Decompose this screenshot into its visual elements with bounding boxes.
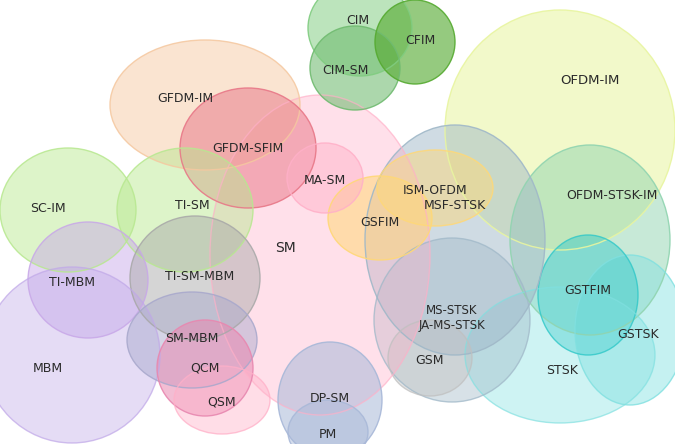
Text: SC-IM: SC-IM [30, 202, 65, 214]
Text: MS-STSK
JA-MS-STSK: MS-STSK JA-MS-STSK [418, 304, 485, 332]
Ellipse shape [288, 400, 368, 444]
Ellipse shape [0, 148, 136, 272]
Text: MSF-STSK: MSF-STSK [424, 198, 486, 211]
Text: GSTSK: GSTSK [617, 329, 659, 341]
Ellipse shape [365, 125, 545, 355]
Ellipse shape [117, 148, 253, 272]
Ellipse shape [308, 0, 412, 76]
Ellipse shape [287, 143, 363, 213]
Text: CIM-SM: CIM-SM [322, 63, 368, 76]
Ellipse shape [465, 287, 655, 423]
Text: PM: PM [319, 428, 337, 440]
Text: OFDM-STSK-IM: OFDM-STSK-IM [566, 189, 657, 202]
Ellipse shape [127, 292, 257, 388]
Text: OFDM-IM: OFDM-IM [560, 74, 620, 87]
Text: GFDM-SFIM: GFDM-SFIM [213, 142, 284, 155]
Ellipse shape [328, 176, 432, 260]
Text: STSK: STSK [546, 364, 578, 377]
Text: SM: SM [275, 241, 296, 255]
Text: ISM-OFDM: ISM-OFDM [403, 183, 467, 197]
Ellipse shape [374, 238, 530, 402]
Text: QSM: QSM [208, 396, 236, 408]
Ellipse shape [130, 216, 260, 340]
Text: GSTFIM: GSTFIM [564, 284, 612, 297]
Ellipse shape [377, 150, 493, 226]
Text: GFDM-IM: GFDM-IM [157, 91, 213, 104]
Ellipse shape [538, 235, 638, 355]
Text: GSM: GSM [416, 353, 444, 366]
Ellipse shape [510, 145, 670, 335]
Ellipse shape [28, 222, 148, 338]
Text: MBM: MBM [33, 361, 63, 374]
Text: GSFIM: GSFIM [360, 215, 400, 229]
Text: SM-MBM: SM-MBM [165, 332, 219, 345]
Ellipse shape [388, 320, 472, 396]
Ellipse shape [278, 342, 382, 444]
Ellipse shape [210, 95, 430, 415]
Ellipse shape [0, 267, 160, 443]
Text: CIM: CIM [346, 13, 370, 27]
Text: CFIM: CFIM [405, 33, 435, 47]
Ellipse shape [174, 366, 270, 434]
Text: TI-MBM: TI-MBM [49, 275, 95, 289]
Text: TI-SM: TI-SM [175, 198, 209, 211]
Text: MA-SM: MA-SM [304, 174, 346, 186]
Ellipse shape [157, 320, 253, 416]
Ellipse shape [110, 40, 300, 170]
Ellipse shape [180, 88, 316, 208]
Ellipse shape [445, 10, 675, 250]
Text: DP-SM: DP-SM [310, 392, 350, 404]
Ellipse shape [375, 0, 455, 84]
Ellipse shape [575, 255, 675, 405]
Ellipse shape [310, 26, 400, 110]
Text: QCM: QCM [190, 361, 219, 374]
Text: TI-SM-MBM: TI-SM-MBM [165, 270, 235, 282]
